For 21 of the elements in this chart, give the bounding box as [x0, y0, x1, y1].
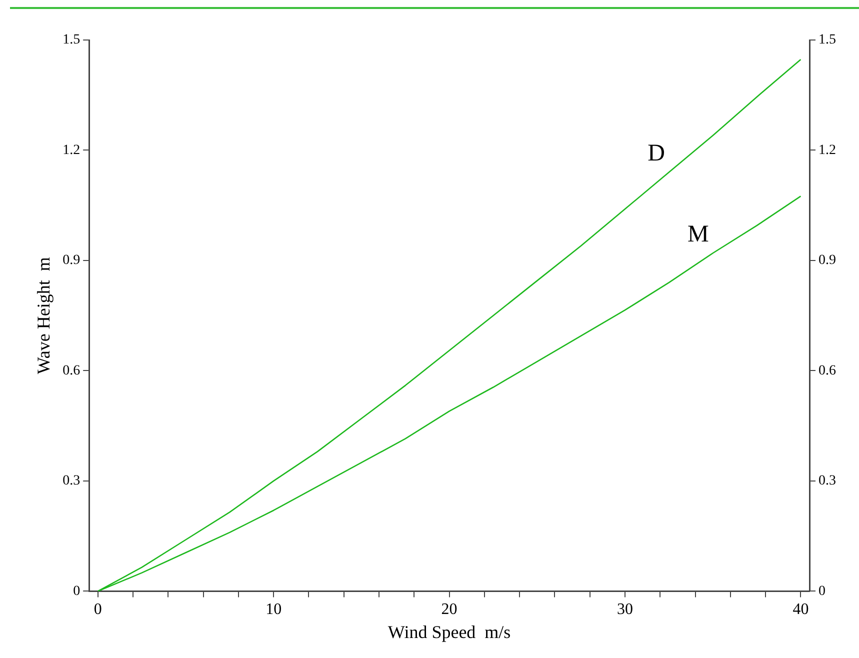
y-tick-label: 1.5 — [62, 32, 80, 48]
x-tick-label: 30 — [617, 601, 634, 618]
y-axis-title: Wave Height m — [34, 257, 54, 374]
y-tick-label: 0 — [73, 584, 80, 599]
y-tick-label: 0.6 — [62, 363, 80, 378]
y2-tick-label: 0.3 — [818, 474, 836, 489]
y-tick-label: 0.3 — [62, 474, 80, 489]
series-label: D — [648, 140, 665, 167]
y-tick-label: 1.2 — [62, 142, 80, 158]
x-tick-label: 20 — [441, 601, 458, 618]
series-label: M — [688, 221, 709, 248]
y2-tick-label: 0.9 — [818, 253, 836, 268]
x-tick-label: 0 — [94, 601, 102, 618]
y2-tick-label: 1.2 — [818, 142, 836, 158]
y2-tick-label: 0 — [818, 584, 826, 599]
y-tick-label: 0.9 — [62, 253, 80, 268]
x-axis-title: Wind Speed m/s — [388, 622, 511, 642]
x-tick-label: 40 — [792, 601, 809, 618]
x-tick-label: 10 — [266, 601, 282, 618]
y2-tick-label: 0.6 — [818, 363, 836, 378]
y2-tick-label: 1.5 — [818, 32, 836, 48]
